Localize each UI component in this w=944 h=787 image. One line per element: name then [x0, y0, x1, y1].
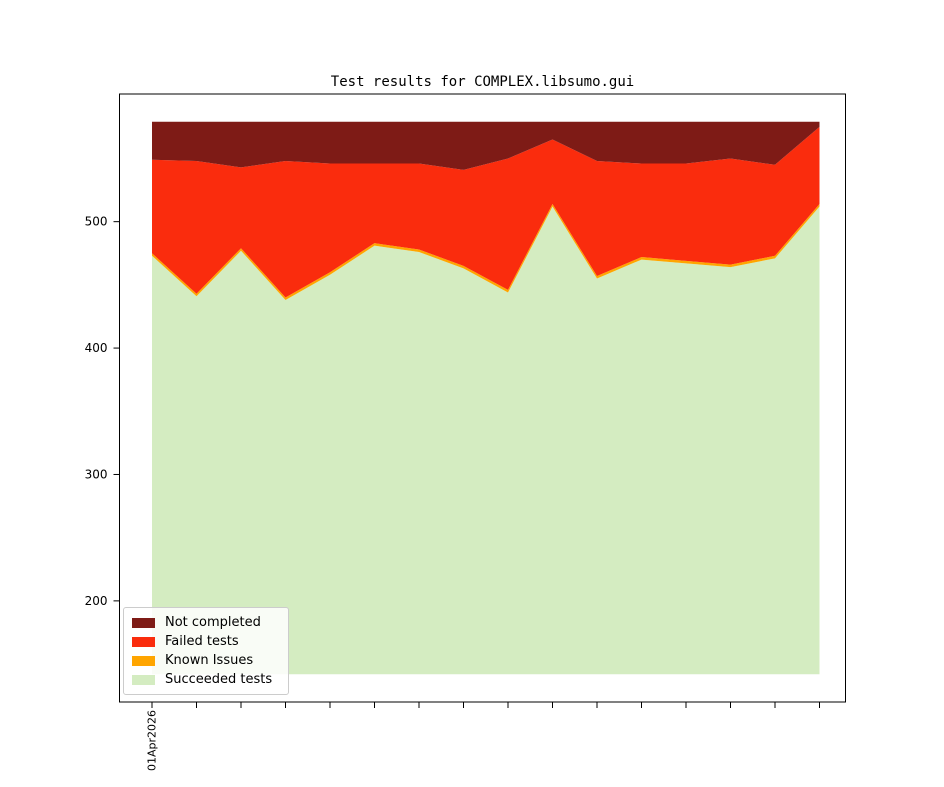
x-axis-ticks — [151, 702, 820, 708]
chart-title: Test results for COMPLEX.libsumo.gui — [331, 74, 634, 90]
y-tick-label-200: 200 — [85, 594, 108, 608]
chart-areas — [152, 121, 820, 675]
legend-row-not-completed: Not completed — [132, 614, 280, 632]
y-tick-label-400: 400 — [85, 341, 108, 355]
legend-label-not-completed: Not completed — [165, 615, 261, 630]
legend-row-failed-tests: Failed tests — [132, 633, 280, 651]
legend-row-known-issues: Known Issues — [132, 652, 280, 670]
plot-border — [119, 93, 846, 703]
succeeded-tests-area — [152, 206, 820, 675]
succeeded-tests-swatch — [132, 674, 155, 685]
failed-tests-swatch — [132, 636, 155, 647]
not-completed-area — [152, 121, 820, 170]
y-axis-ticks — [113, 221, 120, 602]
axis-tick-labels: 200 300 400 500 01Apr2026 — [85, 215, 159, 771]
legend: Not completed Failed tests Known Issues … — [123, 607, 289, 695]
not-completed-swatch — [132, 617, 155, 628]
x-axis-date-label: 01Apr2026 — [146, 710, 159, 771]
legend-row-succeeded-tests: Succeeded tests — [132, 671, 280, 689]
legend-label-succeeded-tests: Succeeded tests — [165, 672, 273, 687]
legend-label-known-issues: Known Issues — [165, 653, 254, 668]
y-tick-label-500: 500 — [85, 215, 108, 229]
y-tick-label-300: 300 — [85, 467, 108, 481]
known-issues-swatch — [132, 655, 155, 666]
legend-label-failed-tests: Failed tests — [165, 634, 239, 649]
failed-tests-area — [152, 126, 820, 298]
axis-ticks — [113, 221, 820, 708]
